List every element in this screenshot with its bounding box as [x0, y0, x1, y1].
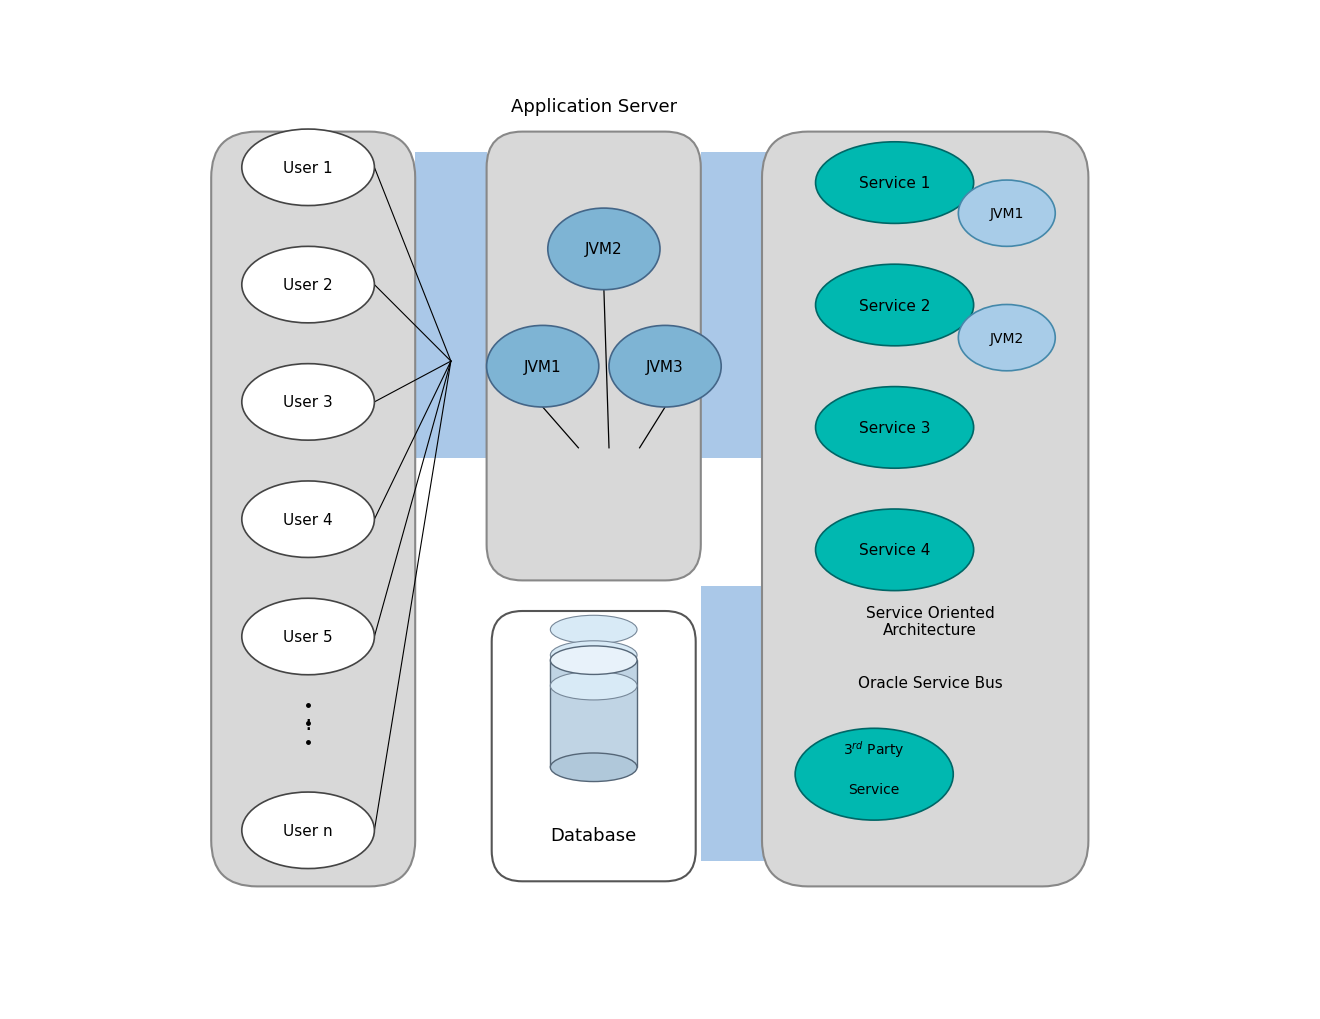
Text: User 1: User 1	[284, 161, 333, 175]
Text: JVM2: JVM2	[585, 243, 623, 257]
Ellipse shape	[609, 326, 721, 408]
Text: User 5: User 5	[284, 630, 333, 644]
Ellipse shape	[487, 326, 599, 408]
Text: User 3: User 3	[284, 395, 333, 410]
FancyBboxPatch shape	[211, 132, 416, 887]
Polygon shape	[550, 660, 638, 767]
Ellipse shape	[816, 265, 974, 346]
Bar	[701, 586, 772, 861]
Ellipse shape	[242, 365, 375, 441]
Ellipse shape	[548, 209, 660, 290]
Ellipse shape	[958, 181, 1055, 248]
Text: Service 4: Service 4	[859, 543, 931, 557]
Text: Service 1: Service 1	[859, 176, 931, 191]
Ellipse shape	[550, 615, 638, 644]
Ellipse shape	[550, 753, 638, 782]
Text: JVM1: JVM1	[990, 207, 1024, 221]
Ellipse shape	[550, 646, 638, 675]
Text: User 2: User 2	[284, 278, 333, 292]
Ellipse shape	[550, 641, 638, 669]
Ellipse shape	[816, 387, 974, 469]
FancyBboxPatch shape	[487, 132, 701, 581]
Text: Application Server: Application Server	[511, 98, 677, 116]
Ellipse shape	[242, 129, 375, 206]
Text: $3^{rd}$ Party: $3^{rd}$ Party	[843, 739, 906, 759]
Text: User n: User n	[284, 823, 333, 838]
Text: JVM1: JVM1	[524, 360, 561, 374]
Text: Service 2: Service 2	[859, 299, 931, 313]
Text: JVM2: JVM2	[990, 331, 1024, 345]
FancyBboxPatch shape	[492, 611, 696, 881]
Text: :: :	[305, 713, 312, 734]
Ellipse shape	[242, 599, 375, 676]
Text: Service Oriented
Architecture: Service Oriented Architecture	[866, 605, 995, 638]
Ellipse shape	[816, 143, 974, 224]
Text: JVM3: JVM3	[647, 360, 684, 374]
Ellipse shape	[795, 729, 953, 820]
FancyBboxPatch shape	[762, 132, 1089, 887]
Text: Service 3: Service 3	[859, 421, 931, 435]
Ellipse shape	[550, 672, 638, 700]
Ellipse shape	[242, 482, 375, 558]
Text: Database: Database	[550, 826, 636, 845]
Ellipse shape	[816, 510, 974, 591]
Text: Oracle Service Bus: Oracle Service Bus	[858, 676, 1003, 690]
Bar	[701, 153, 772, 459]
Text: User 4: User 4	[284, 513, 333, 527]
Text: Service: Service	[849, 783, 900, 797]
Bar	[416, 153, 487, 459]
Ellipse shape	[242, 793, 375, 868]
Ellipse shape	[958, 306, 1055, 371]
Ellipse shape	[242, 247, 375, 324]
